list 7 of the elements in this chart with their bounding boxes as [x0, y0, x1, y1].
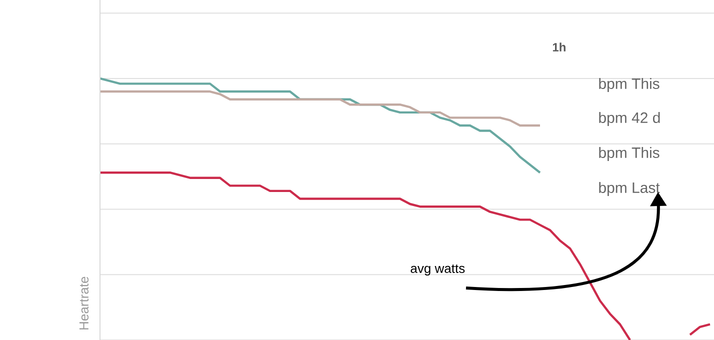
y-axis-title: Heartrate [79, 276, 89, 330]
annotation: bpm Last [599, 182, 660, 196]
annotation: bpm This [599, 78, 660, 92]
annotation: avg watts [410, 264, 465, 276]
text: 1h [552, 42, 566, 52]
annotation: bpm This [599, 147, 660, 161]
annotation: bpm 42 d [599, 112, 660, 126]
